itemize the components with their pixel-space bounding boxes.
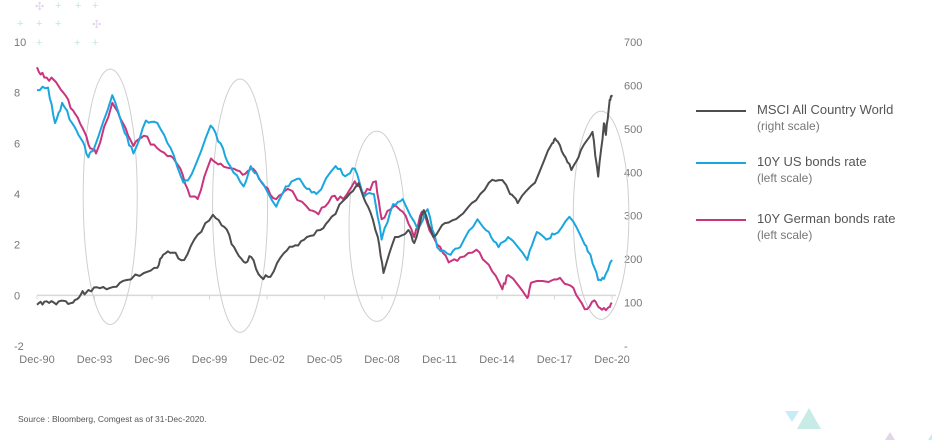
- right-axis-tick-label: 400: [624, 167, 642, 179]
- x-tick-label: Dec-05: [307, 354, 342, 366]
- highlight-ellipse: [348, 130, 406, 322]
- left-axis-tick-label: 0: [14, 290, 20, 302]
- legend-note: (left scale): [757, 228, 813, 242]
- left-axis-tick-label: 10: [14, 37, 26, 49]
- left-axis-tick-label: 6: [14, 138, 20, 150]
- right-axis-tick-label: -: [624, 341, 628, 353]
- x-tick-label: Dec-99: [192, 354, 227, 366]
- x-tick-label: Dec-90: [19, 354, 54, 366]
- x-tick-label: Dec-08: [364, 354, 399, 366]
- right-axis-tick-label: 500: [624, 124, 642, 136]
- highlight-ellipse: [212, 78, 269, 333]
- right-axis-tick-label: 100: [624, 298, 642, 310]
- x-tick-label: Dec-11: [422, 354, 457, 366]
- right-axis-tick-label: 600: [624, 80, 642, 92]
- left-axis-tick-label: 8: [14, 88, 20, 100]
- legend-swatch-msci: [696, 110, 746, 112]
- legend-label: MSCI All Country World: [757, 102, 894, 117]
- legend-label: 10Y German bonds rate: [757, 211, 896, 226]
- x-tick-label: Dec-20: [594, 354, 629, 366]
- legend-swatch-german-bonds: [696, 219, 746, 221]
- series-line-10y-german-bonds-rate: [36, 66, 613, 312]
- legend-note: (left scale): [757, 171, 813, 185]
- x-tick-label: Dec-96: [134, 354, 169, 366]
- x-tick-label: Dec-14: [479, 354, 514, 366]
- left-axis-tick-label: -2: [14, 341, 24, 353]
- x-tick-label: Dec-02: [249, 354, 284, 366]
- right-axis-tick-label: 200: [624, 254, 642, 266]
- x-tick-label: Dec-93: [77, 354, 112, 366]
- left-axis-tick-label: 2: [14, 240, 20, 252]
- series-line-10y-us-bonds-rate: [37, 85, 613, 282]
- legend-note: (right scale): [757, 119, 820, 133]
- right-axis-tick-label: 700: [624, 37, 642, 49]
- x-tick-label: Dec-17: [537, 354, 572, 366]
- source-note: Source : Bloomberg, Comgest as of 31-Dec…: [18, 414, 207, 424]
- series-line-msci-all-country-world: [36, 94, 613, 306]
- highlight-ellipse: [82, 68, 138, 325]
- highlight-ellipse: [572, 110, 630, 320]
- right-axis-tick-label: 300: [624, 211, 642, 223]
- left-axis-tick-label: 4: [14, 189, 20, 201]
- legend-swatch-us-bonds: [696, 162, 746, 164]
- legend-label: 10Y US bonds rate: [757, 154, 867, 169]
